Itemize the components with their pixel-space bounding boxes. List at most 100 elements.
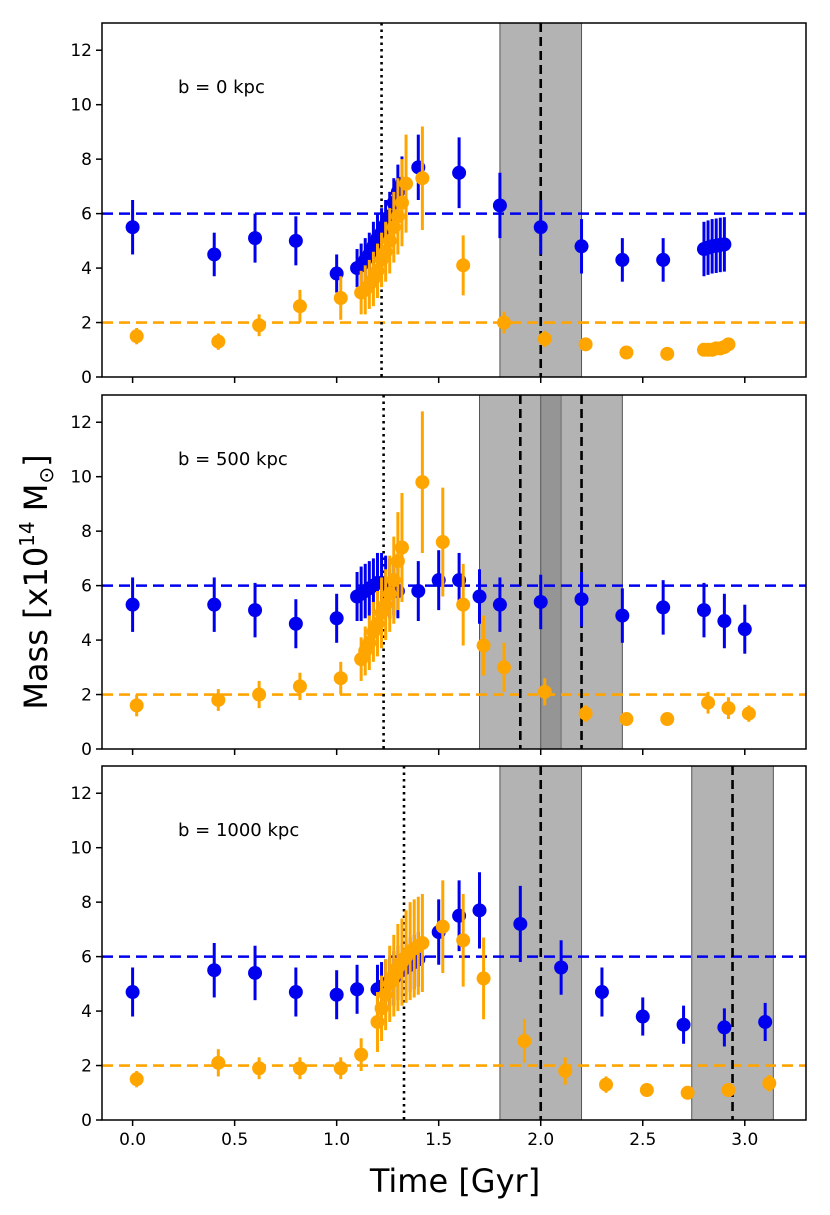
- data-point: [741, 706, 756, 721]
- data-point: [574, 592, 589, 607]
- data-point: [333, 291, 348, 306]
- data-point: [452, 165, 467, 180]
- data-point: [288, 616, 303, 631]
- data-point: [207, 247, 222, 262]
- data-point: [125, 985, 140, 1000]
- data-point: [129, 698, 144, 713]
- y-tick-label: 8: [81, 522, 92, 542]
- data-point: [635, 1009, 650, 1024]
- y-tick-label: 0: [81, 1111, 92, 1131]
- data-point: [656, 252, 671, 267]
- x-tick-label: 1.5: [425, 1130, 452, 1150]
- data-point: [292, 679, 307, 694]
- data-point: [435, 535, 450, 550]
- data-point: [456, 258, 471, 273]
- data-point: [211, 692, 226, 707]
- y-tick-label: 6: [81, 948, 92, 968]
- panel-2: 0 2 4 6 8 10 12 b = 500 kpc: [70, 394, 807, 760]
- y-axis-title: Mass [x1014 M⊙]: [15, 454, 58, 709]
- data-point: [129, 329, 144, 344]
- y-tick-label: 6: [81, 577, 92, 597]
- x-axis-title: Time [Gyr]: [369, 1162, 540, 1200]
- y-tick-label: 2: [81, 686, 92, 706]
- y-tick-label: 8: [81, 150, 92, 170]
- axes-frame: [101, 765, 807, 1121]
- series-blue: [125, 872, 773, 1047]
- data-point: [533, 594, 548, 609]
- data-point: [717, 614, 732, 629]
- plot-area: [102, 766, 806, 1120]
- y-tick-label: 4: [81, 631, 92, 651]
- panel-annotation: b = 0 kpc: [178, 77, 265, 98]
- data-point: [639, 1083, 654, 1098]
- y-tick-label: 10: [70, 839, 92, 859]
- data-point: [492, 597, 507, 612]
- data-point: [399, 176, 414, 191]
- data-point: [252, 687, 267, 702]
- panel-annotation: b = 1000 kpc: [178, 820, 299, 841]
- data-point: [537, 331, 552, 346]
- data-point: [615, 608, 630, 623]
- data-point: [578, 337, 593, 352]
- data-point: [533, 220, 548, 235]
- data-point: [574, 239, 589, 254]
- data-point: [252, 1061, 267, 1076]
- y-tick-label: 0: [81, 368, 92, 388]
- data-point: [619, 712, 634, 727]
- data-point: [696, 603, 711, 618]
- panel-annotation: b = 500 kpc: [178, 449, 288, 470]
- data-point: [660, 346, 675, 361]
- data-point: [717, 1020, 732, 1035]
- data-point: [211, 1055, 226, 1070]
- y-tick-label: 6: [81, 205, 92, 225]
- data-point: [517, 1034, 532, 1049]
- x-tick-label: 3.0: [731, 1130, 758, 1150]
- data-point: [701, 695, 716, 710]
- panels-group: 0 2 4 6 8 10 12 b = 0 kpc 0 2 4 6 8 10 12 b = 500 kpc 0 2…: [70, 22, 807, 1150]
- data-point: [758, 1014, 773, 1029]
- data-point: [411, 584, 426, 599]
- y-tick-label: 10: [70, 96, 92, 116]
- y-axis-title-close: ]: [17, 454, 55, 466]
- x-tick-label: 2.5: [629, 1130, 656, 1150]
- axes-frame: [101, 394, 807, 750]
- panel-3: 0 2 4 6 8 10 12 0.0 0.5 1.0 1.5 2.0 2.5 3.0 b = 1000 k…: [70, 765, 807, 1150]
- data-point: [207, 963, 222, 978]
- data-point: [354, 1047, 369, 1062]
- y-axis-title-unit: M: [17, 484, 55, 522]
- data-point: [211, 334, 226, 349]
- x-tick-label: 1.0: [323, 1130, 350, 1150]
- data-point: [125, 597, 140, 612]
- data-point: [578, 706, 593, 721]
- data-point: [737, 622, 752, 637]
- data-point: [492, 198, 507, 213]
- data-point: [537, 684, 552, 699]
- data-point: [288, 985, 303, 1000]
- data-point: [680, 1085, 695, 1100]
- data-point: [615, 252, 630, 267]
- data-point: [554, 960, 569, 975]
- x-tick-label: 2.0: [527, 1130, 554, 1150]
- y-axis-title-exponent: 14: [15, 521, 39, 546]
- y-axis-title-sun-symbol: ⊙: [34, 467, 58, 484]
- data-point: [248, 965, 263, 980]
- data-point: [496, 315, 511, 330]
- data-point: [721, 337, 736, 352]
- data-point: [333, 671, 348, 686]
- data-point: [594, 985, 609, 1000]
- y-tick-label: 12: [70, 41, 92, 61]
- data-point: [456, 933, 471, 948]
- data-point: [415, 475, 430, 490]
- series-orange: [129, 411, 756, 727]
- data-point: [472, 903, 487, 918]
- data-point: [248, 603, 263, 618]
- data-point: [252, 318, 267, 333]
- plot-area: [102, 395, 806, 749]
- data-point: [292, 299, 307, 314]
- data-point: [619, 345, 634, 360]
- data-point: [333, 1061, 348, 1076]
- data-point: [207, 597, 222, 612]
- series-blue: [125, 550, 752, 654]
- y-tick-label: 8: [81, 893, 92, 913]
- data-point: [394, 540, 409, 555]
